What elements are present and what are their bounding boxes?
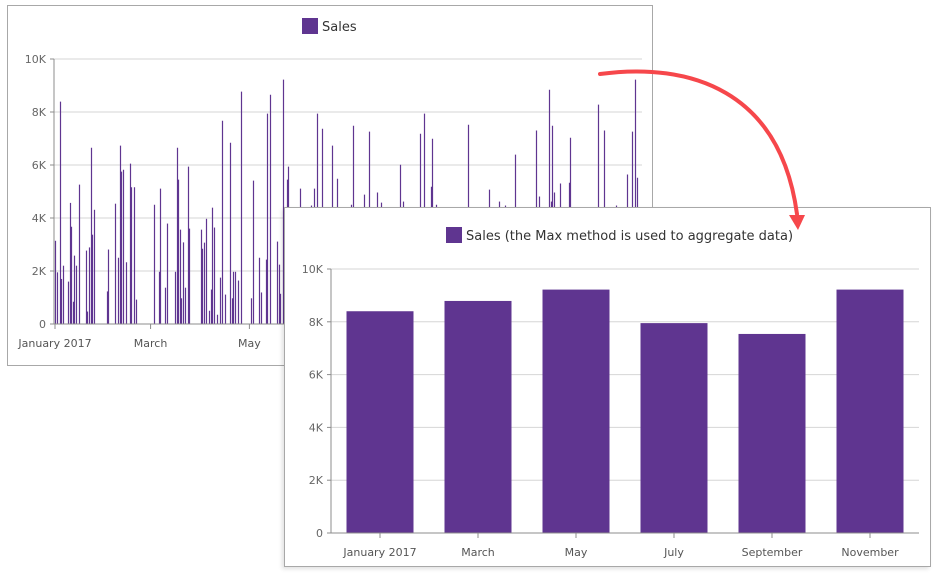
data-bar (444, 300, 512, 533)
x-tick-label: November (841, 546, 899, 559)
data-bar (542, 289, 610, 533)
y-tick-label: 2K (32, 265, 47, 278)
x-tick-label: January 2017 (17, 337, 91, 350)
data-bar (640, 323, 708, 533)
legend-label[interactable]: Sales (322, 20, 357, 35)
y-tick-label: 0 (39, 318, 46, 331)
data-bar (836, 289, 904, 533)
aggregated-sales-chart-svg: Sales (the Max method is used to aggrega… (302, 227, 919, 559)
legend-swatch (446, 227, 462, 243)
x-tick-label: July (663, 546, 684, 559)
x-tick-label: May (565, 546, 588, 559)
legend-label[interactable]: Sales (the Max method is used to aggrega… (466, 229, 793, 244)
x-tick-label: January 2017 (342, 546, 416, 559)
y-tick-label: 10K (302, 263, 324, 276)
y-tick-label: 4K (32, 212, 47, 225)
y-tick-label: 2K (309, 474, 324, 487)
y-tick-label: 6K (32, 159, 47, 172)
y-tick-label: 0 (316, 527, 323, 540)
data-bar (738, 333, 806, 533)
aggregated-sales-chart: Sales (the Max method is used to aggrega… (284, 207, 931, 567)
x-tick-label: March (461, 546, 495, 559)
y-tick-label: 8K (32, 106, 47, 119)
data-bar (346, 311, 414, 533)
y-tick-label: 10K (25, 53, 47, 66)
x-tick-label: May (238, 337, 261, 350)
x-tick-label: March (134, 337, 168, 350)
x-tick-label: September (742, 546, 803, 559)
y-tick-label: 6K (309, 369, 324, 382)
y-tick-label: 8K (309, 316, 324, 329)
y-tick-label: 4K (309, 421, 324, 434)
legend-swatch (302, 18, 318, 34)
